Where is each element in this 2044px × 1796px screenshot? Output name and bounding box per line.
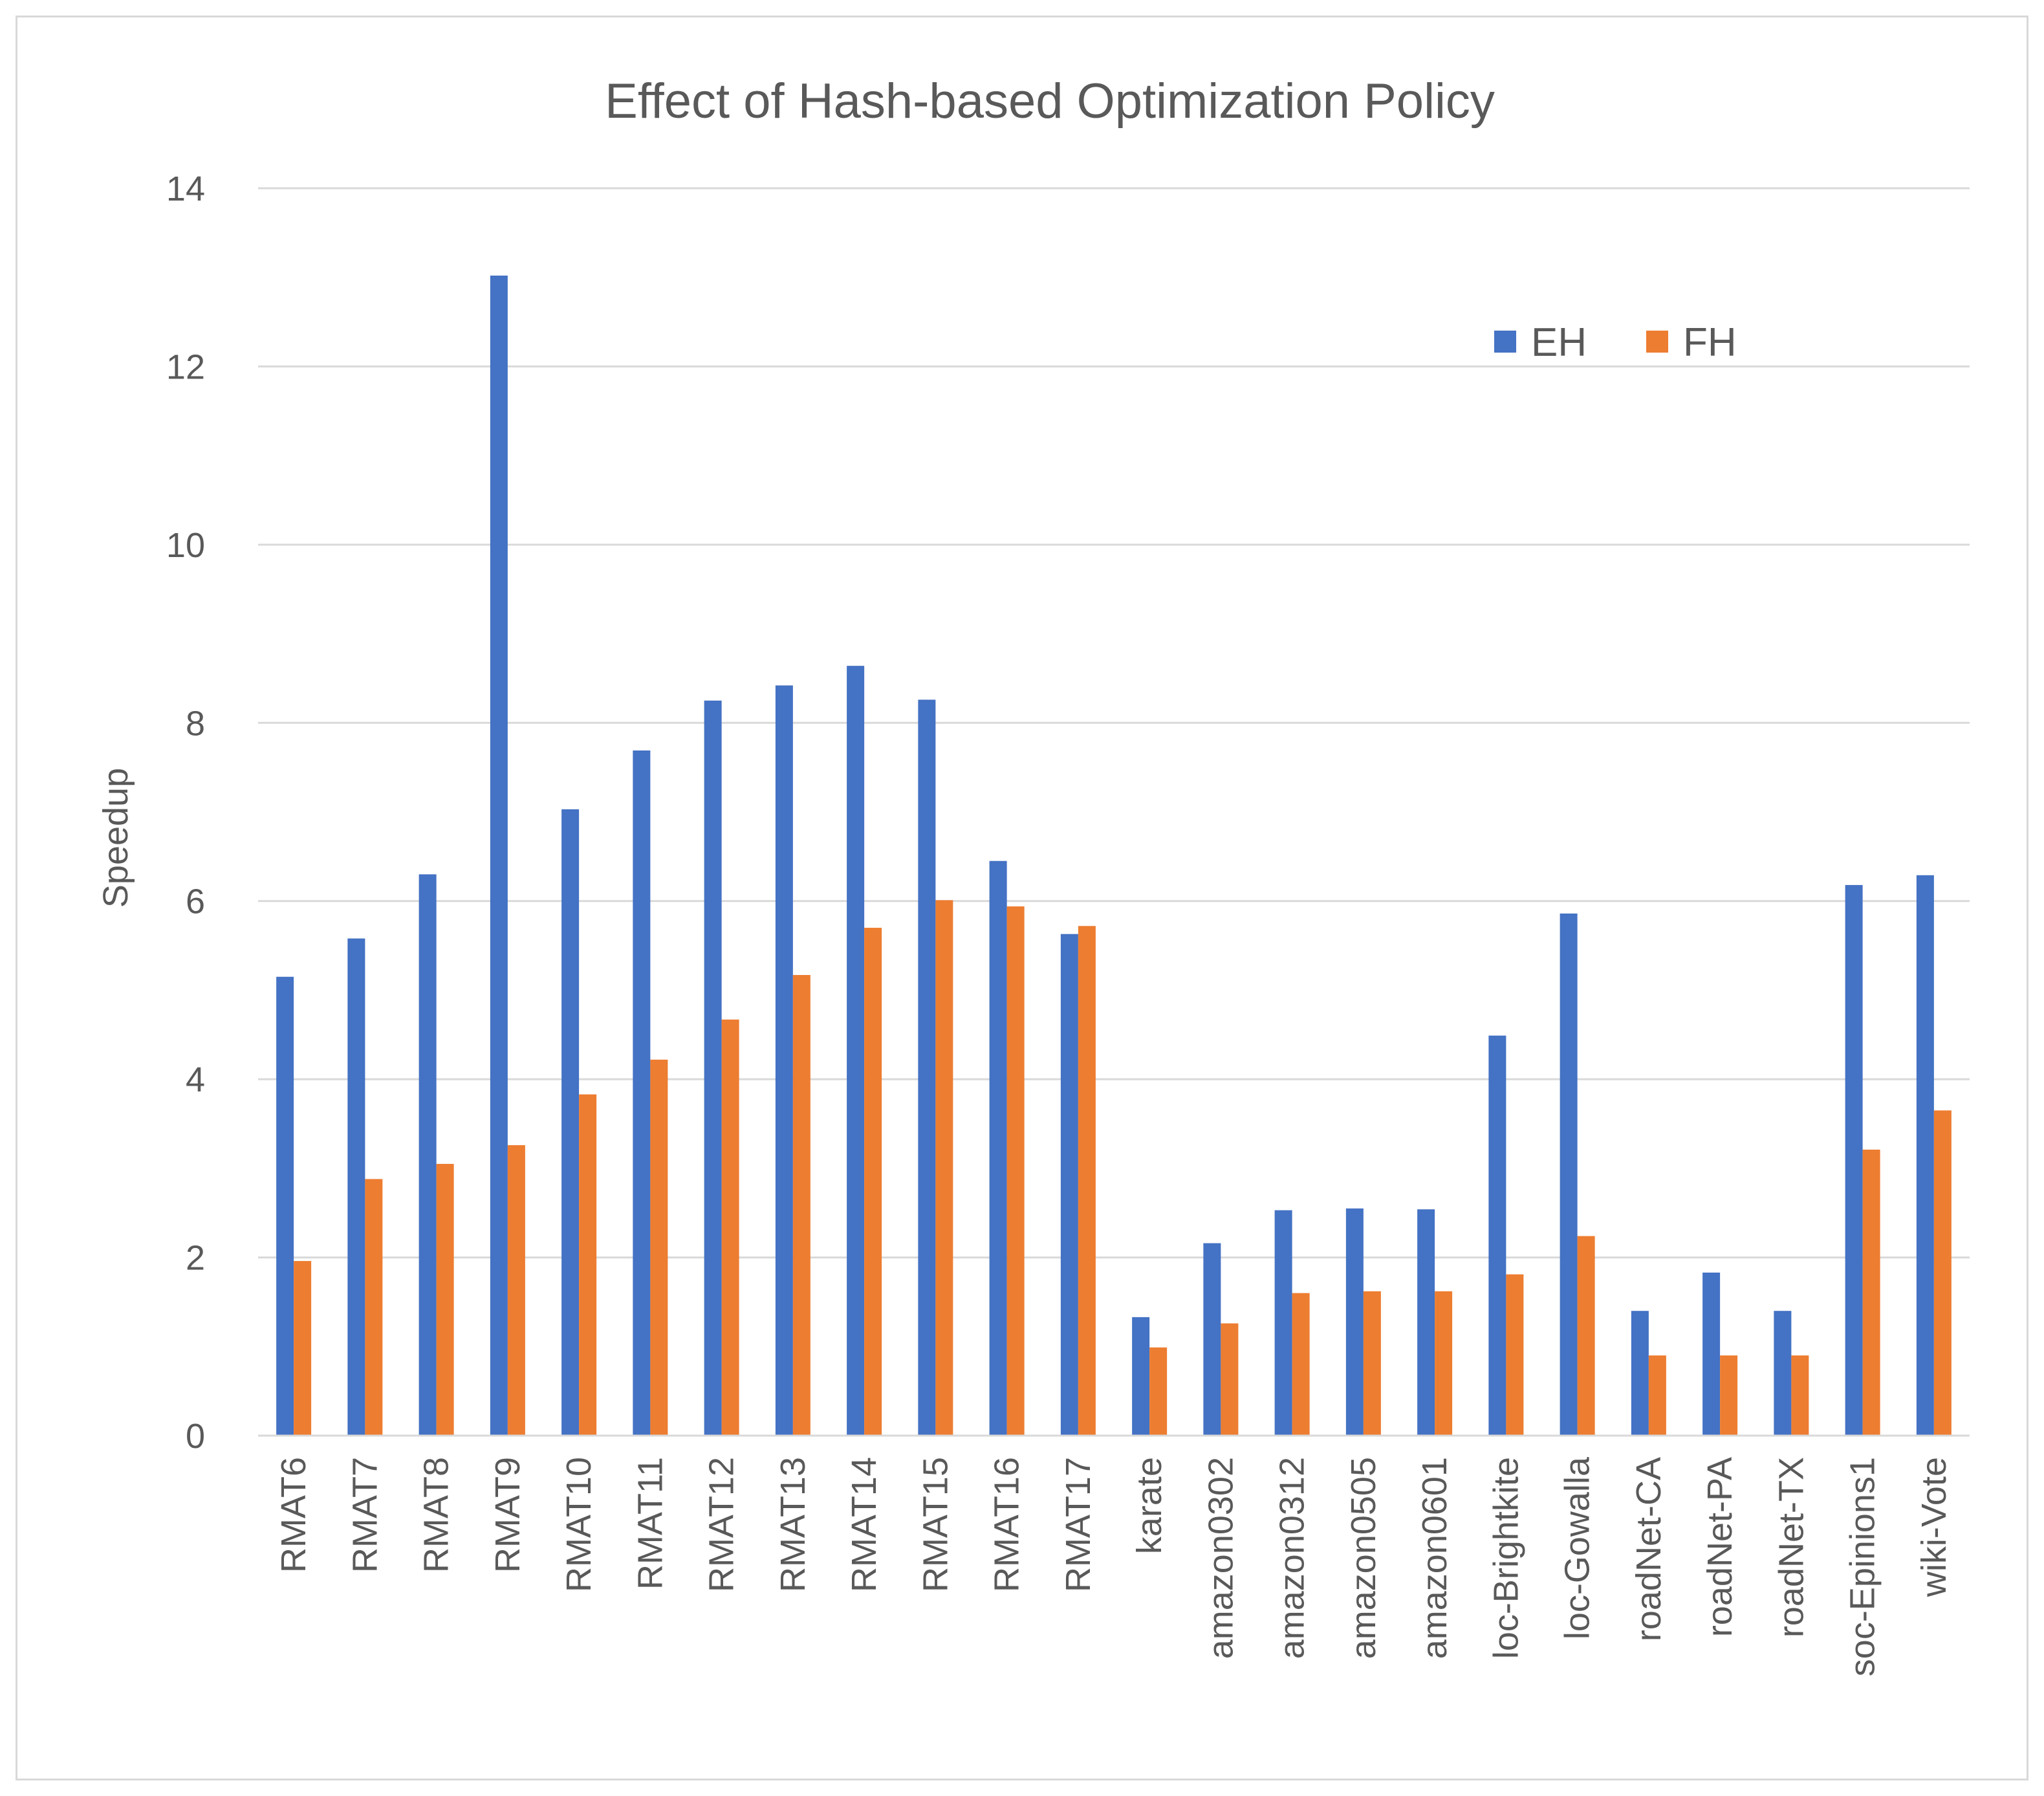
bar-eh-amazon0312 [1274, 1210, 1292, 1436]
bar-eh-rmat10 [561, 809, 580, 1436]
bar-eh-roadnet-pa [1702, 1272, 1721, 1436]
legend-label-fh: FH [1683, 320, 1737, 365]
bar-eh-rmat15 [918, 699, 936, 1436]
bar-eh-rmat14 [847, 666, 865, 1436]
gridlines [258, 187, 1970, 1259]
bar-eh-amazon0302 [1203, 1243, 1221, 1436]
bars [276, 275, 1952, 1436]
x-tick-label: roadNet-PA [1701, 1457, 1739, 1637]
y-tick-label: 10 [166, 526, 205, 565]
x-tick-label: amazon0601 [1415, 1457, 1454, 1659]
x-tick-label: amazon0505 [1344, 1457, 1383, 1659]
bar-fh-amazon0601 [1435, 1291, 1453, 1436]
bar-eh-rmat16 [989, 860, 1007, 1436]
bar-eh-loc-brightkite [1488, 1035, 1506, 1436]
legend-swatch-fh [1646, 331, 1668, 353]
x-tick-label: wiki-Vote [1915, 1457, 1953, 1597]
x-tick-label: RMAT11 [631, 1457, 669, 1590]
x-tick-label: RMAT7 [345, 1457, 384, 1573]
x-tick-label: RMAT17 [1059, 1457, 1098, 1592]
bar-eh-karate [1132, 1317, 1150, 1436]
bar-eh-soc-epinions1 [1845, 884, 1863, 1436]
bar-fh-rmat16 [1006, 906, 1025, 1436]
y-axis-ticks: 0 2 4 6 8 10 12 14 [166, 170, 205, 1456]
x-tick-label: RMAT6 [274, 1457, 313, 1573]
bar-fh-roadnet-ca [1648, 1355, 1666, 1436]
x-tick-label: RMAT14 [845, 1457, 884, 1592]
bar-eh-rmat8 [419, 874, 437, 1436]
bar-eh-loc-gowalla [1560, 913, 1578, 1436]
bar-fh-loc-gowalla [1577, 1236, 1595, 1436]
bar-eh-rmat17 [1060, 934, 1078, 1436]
bar-fh-rmat11 [650, 1059, 668, 1436]
bar-eh-roadnet-ca [1631, 1311, 1649, 1436]
y-axis-label: Speedup [96, 768, 135, 908]
y-tick-label: 6 [186, 882, 205, 921]
x-tick-label: RMAT8 [417, 1457, 456, 1573]
bar-fh-roadnet-tx [1791, 1355, 1809, 1436]
bar-fh-loc-brightkite [1506, 1274, 1524, 1436]
bar-fh-rmat6 [294, 1261, 312, 1436]
bar-eh-rmat12 [704, 700, 722, 1436]
x-tick-label: amazon0302 [1201, 1457, 1240, 1659]
bar-eh-rmat13 [775, 685, 793, 1436]
bar-fh-karate [1149, 1347, 1168, 1436]
bar-chart: Effect of Hash-based Optimization Policy… [96, 74, 1970, 1676]
x-tick-label: roadNet-TX [1772, 1457, 1810, 1637]
bar-fh-rmat15 [935, 900, 953, 1436]
x-tick-label: RMAT16 [988, 1457, 1027, 1592]
bar-fh-roadnet-pa [1720, 1355, 1738, 1436]
legend: EH FH [1494, 320, 1737, 365]
bar-eh-amazon0601 [1417, 1209, 1435, 1436]
x-tick-label: RMAT9 [488, 1457, 527, 1573]
y-tick-label: 4 [186, 1060, 205, 1099]
x-tick-label: loc-Brightkite [1486, 1457, 1525, 1659]
bar-fh-rmat8 [436, 1163, 454, 1436]
bar-fh-amazon0312 [1292, 1293, 1310, 1436]
y-tick-label: 2 [186, 1239, 205, 1278]
x-tick-label: karate [1130, 1457, 1169, 1554]
y-tick-label: 12 [166, 347, 205, 386]
bar-fh-amazon0505 [1363, 1291, 1381, 1436]
bar-eh-wiki-vote [1916, 875, 1934, 1436]
x-axis-ticks: RMAT6 RMAT7 RMAT8 RMAT9 RMAT10 RMAT11 RMAT12 RM… [274, 1456, 1953, 1676]
x-tick-label: RMAT12 [702, 1457, 741, 1592]
x-tick-label: RMAT10 [560, 1457, 598, 1592]
chart-title: Effect of Hash-based Optimization Policy [605, 74, 1495, 129]
bar-fh-amazon0302 [1221, 1323, 1239, 1436]
y-tick-label: 8 [186, 704, 205, 743]
bar-fh-rmat7 [365, 1179, 383, 1436]
bar-eh-rmat11 [633, 750, 651, 1436]
bar-eh-rmat6 [276, 976, 294, 1436]
bar-fh-rmat9 [507, 1145, 525, 1436]
bar-eh-rmat7 [347, 938, 365, 1436]
x-tick-label: loc-Gowalla [1558, 1456, 1597, 1639]
bar-fh-rmat13 [792, 975, 810, 1436]
bar-fh-rmat10 [579, 1094, 597, 1436]
x-tick-label: roadNet-CA [1629, 1457, 1668, 1641]
y-tick-label: 14 [166, 170, 205, 208]
bar-fh-rmat12 [721, 1019, 739, 1436]
bar-fh-soc-epinions1 [1862, 1149, 1880, 1436]
chart-frame: Effect of Hash-based Optimization Policy… [16, 16, 2028, 1780]
bar-eh-amazon0505 [1345, 1208, 1364, 1436]
x-tick-label: amazon0312 [1273, 1457, 1312, 1659]
y-tick-label: 0 [186, 1417, 205, 1456]
legend-swatch-eh [1494, 331, 1516, 353]
legend-label-eh: EH [1531, 320, 1587, 365]
bar-fh-wiki-vote [1933, 1110, 1952, 1436]
bar-eh-rmat9 [490, 275, 508, 1436]
bar-fh-rmat14 [864, 928, 882, 1436]
bar-fh-rmat17 [1078, 926, 1096, 1436]
x-tick-label: soc-Epinions1 [1843, 1457, 1882, 1676]
x-tick-label: RMAT15 [916, 1457, 955, 1592]
x-tick-label: RMAT13 [774, 1457, 812, 1592]
bar-eh-roadnet-tx [1774, 1311, 1792, 1436]
